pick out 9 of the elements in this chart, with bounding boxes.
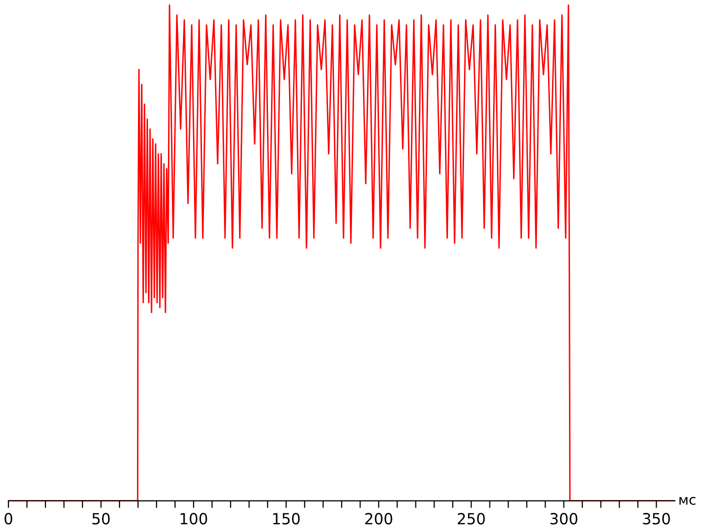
x-tick-label: 150 bbox=[273, 512, 300, 524]
x-tick-label: 300 bbox=[550, 512, 578, 524]
x-tick-label: 100 bbox=[180, 512, 208, 524]
x-tick-label: 350 bbox=[642, 512, 670, 524]
x-tick-label: 250 bbox=[458, 512, 485, 524]
x-tick-label: 50 bbox=[92, 512, 110, 524]
x-tick-label: 200 bbox=[365, 512, 392, 524]
x-axis-title: мс bbox=[679, 496, 696, 505]
x-tick-label: 0 bbox=[4, 512, 12, 524]
